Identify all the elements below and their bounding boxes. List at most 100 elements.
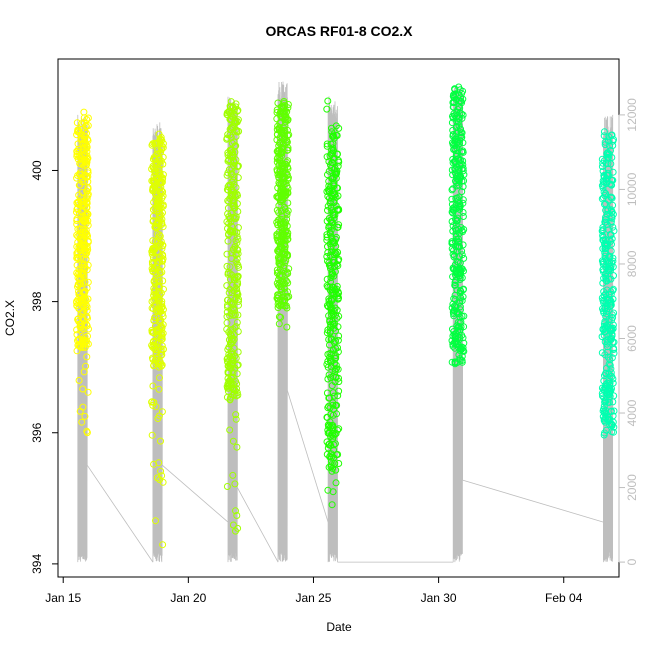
co2-point [331, 164, 339, 172]
co2-point [227, 126, 235, 134]
co2-point [452, 337, 460, 345]
co2-point [334, 336, 342, 344]
co2-point [600, 288, 608, 296]
co2-point [156, 210, 164, 218]
co2-point [326, 453, 334, 461]
co2-point [452, 330, 460, 338]
co2-point [83, 322, 91, 330]
co2-point [332, 337, 339, 345]
co2-point [277, 261, 285, 269]
co2-point [152, 360, 160, 368]
co2-point [334, 392, 342, 400]
co2-point [74, 248, 82, 256]
co2-point [324, 97, 332, 105]
co2-point [80, 216, 88, 223]
x-axis-label: Date [326, 620, 352, 634]
co2-point [77, 343, 85, 351]
co2-point [452, 201, 460, 209]
co2-point [598, 257, 606, 265]
co2-point [458, 148, 466, 156]
co2-point [610, 407, 618, 415]
co2-point [332, 374, 340, 381]
co2-point [452, 177, 459, 185]
co2-point [80, 218, 88, 226]
co2-point [78, 336, 86, 344]
co2-point [328, 268, 336, 276]
co2-point [456, 259, 464, 267]
co2-point [74, 126, 82, 134]
co2-point [599, 268, 607, 276]
y2-tick-label: 0 [625, 558, 639, 565]
co2-point [158, 336, 165, 343]
co2-point [76, 235, 84, 243]
y-tick-label: 394 [30, 554, 44, 574]
co2-point [73, 261, 81, 269]
co2-point [281, 285, 288, 292]
co2-point [603, 180, 611, 187]
y-axis: 394 396 398 400 [30, 160, 58, 574]
co2-point [599, 392, 606, 400]
co2-point [449, 239, 457, 247]
co2-point [83, 303, 91, 311]
co2-point [153, 202, 161, 210]
co2-point [159, 153, 167, 161]
co2-point [151, 204, 159, 212]
co2-point [283, 222, 291, 230]
co2-point [331, 304, 339, 312]
co2-point [276, 248, 284, 256]
co2-point [224, 384, 232, 392]
co2-point [325, 429, 333, 437]
co2-point [150, 329, 157, 337]
co2-point [601, 398, 609, 406]
co2-point [233, 512, 241, 519]
co2-point [278, 127, 285, 135]
co2-point [84, 114, 92, 122]
co2-point [454, 270, 462, 278]
co2-point [156, 268, 164, 276]
co2-point [604, 413, 612, 421]
co2-point [78, 140, 86, 148]
co2-point [150, 217, 157, 225]
co2-point [607, 288, 615, 296]
co2-series-rf06 [448, 83, 468, 368]
co2-point [77, 293, 85, 301]
co2-point [603, 172, 611, 180]
co2-point [325, 182, 333, 190]
co2-point [227, 98, 235, 106]
co2-point [233, 107, 241, 115]
co2-point [282, 118, 289, 126]
co2-point [279, 179, 287, 187]
co2-point [609, 201, 617, 209]
co2-point [154, 328, 162, 335]
co2-point [223, 296, 231, 304]
co2-point [84, 185, 92, 193]
co2-point [452, 172, 460, 180]
co2-point [604, 149, 611, 157]
co2-point [279, 302, 287, 309]
co2-point [332, 233, 340, 241]
co2-point [233, 233, 241, 241]
co2-point [274, 294, 282, 302]
co2-point [453, 179, 461, 187]
co2-point [156, 139, 164, 146]
co2-point [84, 388, 92, 396]
co2-point [84, 232, 91, 240]
co2-point [283, 323, 291, 331]
co2-series-rf01 [73, 108, 92, 437]
co2-point [233, 200, 241, 208]
co2-point [274, 281, 282, 289]
co2-point [456, 125, 464, 133]
co2-point [73, 253, 81, 261]
co2-point [609, 176, 617, 184]
co2-point [329, 144, 337, 152]
co2-point [227, 158, 235, 166]
co2-point [80, 132, 88, 140]
co2-point [234, 174, 242, 182]
co2-point [150, 153, 158, 161]
co2-point [76, 279, 84, 287]
co2-point [323, 253, 331, 260]
co2-point [327, 265, 334, 273]
co2-point [157, 467, 165, 475]
co2-point [449, 209, 457, 217]
co2-point [335, 157, 342, 164]
